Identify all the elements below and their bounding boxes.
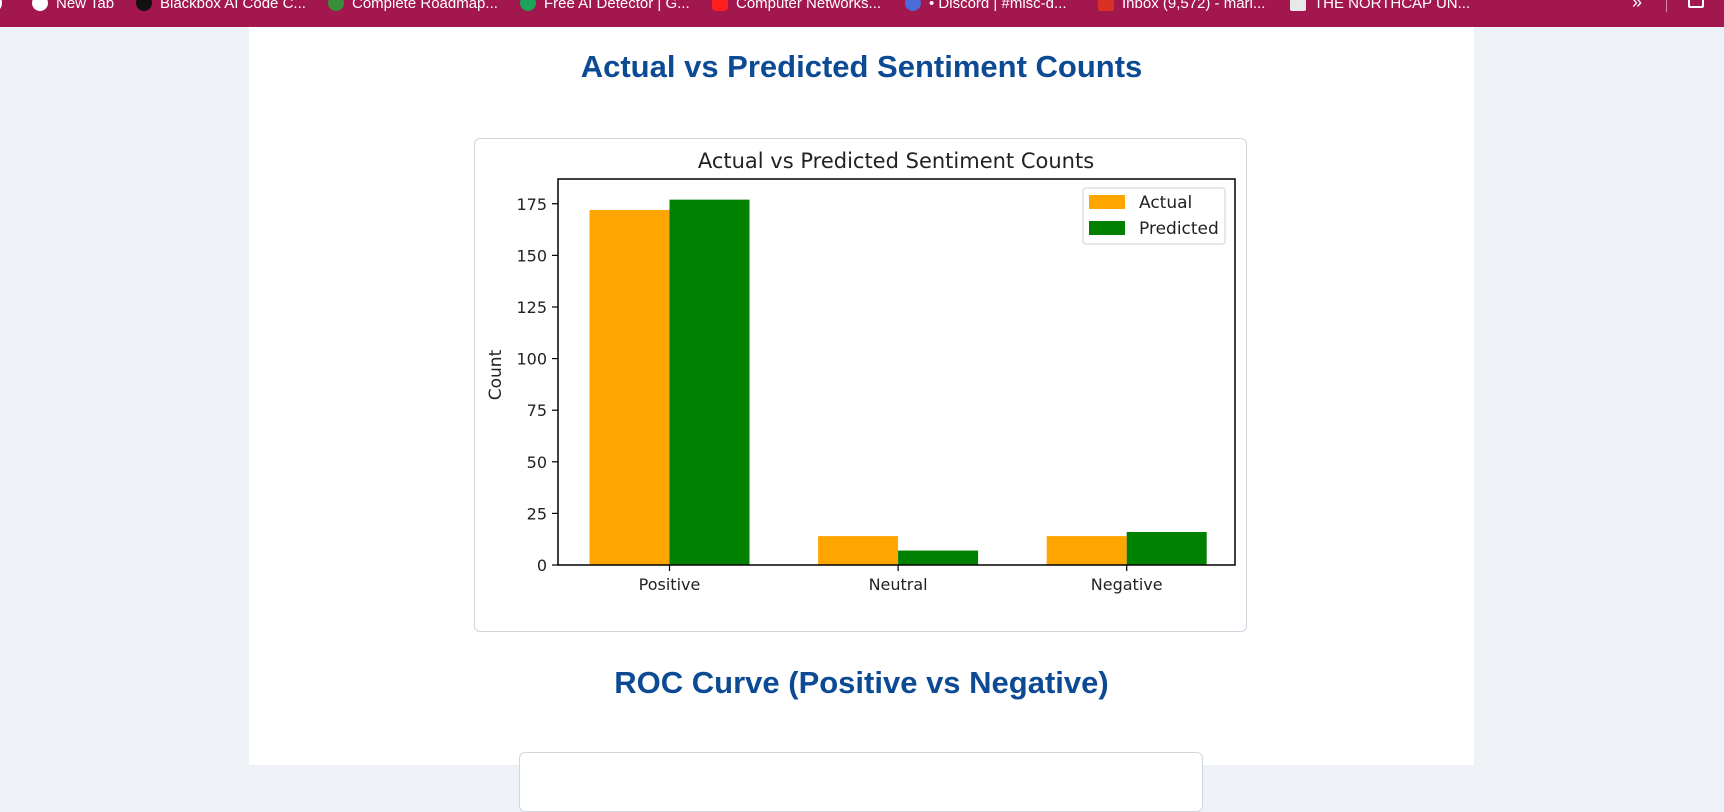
roc-section-title: ROC Curve (Positive vs Negative) — [614, 665, 1109, 700]
bookmark-label: • Discord | #misc-d... — [929, 0, 1067, 12]
y-tick-label: 25 — [527, 504, 547, 523]
bar-actual-negative — [1046, 536, 1127, 565]
bookmark-blackbox[interactable]: Blackbox AI Code C... — [136, 0, 306, 13]
chart-legend: Actual Predicted — [1082, 187, 1226, 245]
bar-actual-positive — [589, 209, 670, 565]
y-axis-label: Count — [486, 349, 506, 400]
section-title: Actual vs Predicted Sentiment Counts — [580, 49, 1143, 84]
bookmark-ai-detector[interactable]: Free AI Detector | G... — [520, 0, 690, 13]
bookmark-label: Computer Networks... — [736, 0, 882, 12]
bar-predicted-positive — [669, 199, 750, 565]
bookmark-new-tab[interactable]: New Tab — [32, 0, 114, 13]
y-tick-label: 0 — [537, 556, 547, 575]
legend-swatch-actual — [1089, 195, 1125, 209]
globe-icon — [0, 0, 2, 11]
sentiment-bar-chart: Actual vs Predicted Sentiment Counts Cou… — [486, 149, 1236, 594]
bookmark-label: Complete Roadmap... — [352, 0, 498, 12]
bookmark-label: Blackbox AI Code C... — [160, 0, 306, 12]
y-tick-label: 75 — [527, 401, 547, 420]
bar-predicted-negative — [1126, 531, 1207, 565]
bookmark-partial[interactable] — [0, 0, 2, 13]
plot-layer: 0 25 50 75 100 125 150 175 Positive Neutral Negati… — [516, 195, 1207, 594]
plot-frame — [557, 178, 1236, 566]
bookmark-label: New Tab — [56, 0, 115, 12]
bookmarks-overflow-chevron-icon[interactable]: » — [1632, 0, 1643, 12]
y-tick-label: 100 — [516, 350, 547, 369]
content-card: Actual vs Predicted Sentiment Counts Act… — [249, 27, 1474, 812]
bookmark-label: THE NORTHCAP UN... — [1314, 0, 1471, 12]
roadmap-icon — [328, 0, 344, 11]
globe-icon — [32, 0, 48, 11]
y-tick-label: 50 — [527, 453, 547, 472]
legend-label-predicted: Predicted — [1139, 219, 1219, 239]
legend-label-actual: Actual — [1139, 193, 1192, 213]
discord-icon — [905, 0, 921, 11]
detector-icon — [520, 0, 536, 11]
roc-chart-frame — [519, 752, 1203, 812]
legend-swatch-predicted — [1089, 221, 1125, 235]
y-tick-label: 150 — [516, 246, 547, 265]
x-tick-label: Positive — [639, 575, 701, 594]
reading-list-icon[interactable] — [1688, 0, 1704, 8]
bookmark-computer-networks[interactable]: Computer Networks... — [712, 0, 881, 13]
bookmark-discord[interactable]: • Discord | #misc-d... — [905, 0, 1067, 13]
youtube-icon — [712, 0, 728, 11]
bookmarks-bar: New Tab Blackbox AI Code C... Complete R… — [0, 0, 1724, 27]
y-tick-label: 125 — [516, 298, 547, 317]
x-tick-label: Neutral — [869, 575, 928, 594]
bar-predicted-neutral — [898, 550, 979, 565]
gmail-icon — [1098, 0, 1114, 11]
bookmark-inbox[interactable]: Inbox (9,572) - mari... — [1098, 0, 1265, 13]
toolbar-divider — [1666, 0, 1667, 12]
blackbox-icon — [136, 0, 152, 11]
bookmark-label: Inbox (9,572) - mari... — [1122, 0, 1266, 12]
bar-actual-neutral — [818, 536, 899, 565]
y-tick-label: 175 — [516, 195, 547, 214]
chart-title: Actual vs Predicted Sentiment Counts — [698, 149, 1094, 173]
bookmark-northcap[interactable]: THE NORTHCAP UN... — [1290, 0, 1470, 13]
chart-image-frame: Actual vs Predicted Sentiment Counts Cou… — [474, 138, 1247, 632]
bookmark-label: Free AI Detector | G... — [544, 0, 690, 12]
x-tick-label: Negative — [1091, 575, 1163, 594]
bookmark-roadmap[interactable]: Complete Roadmap... — [328, 0, 498, 13]
northcap-icon — [1290, 0, 1306, 11]
